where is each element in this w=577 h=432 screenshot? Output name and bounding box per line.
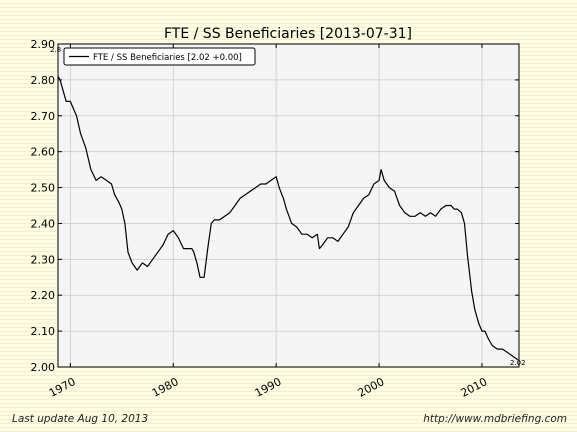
series-line (57, 75, 519, 361)
plot-area (58, 44, 519, 367)
y-tick-label: 2.60 (31, 146, 56, 159)
legend-label: FTE / SS Beneficiaries [2.02 +0.00] (93, 53, 242, 63)
x-tick-label: 1980 (150, 375, 181, 400)
x-tick-label: 1990 (253, 375, 284, 400)
y-tick-label: 2.70 (31, 110, 56, 123)
last-update-text: Last update Aug 10, 2013 (12, 413, 149, 425)
source-url-link[interactable]: http://www.mdbriefing.com (423, 413, 567, 425)
x-tick-label: 1970 (47, 375, 78, 400)
legend: FTE / SS Beneficiaries [2.02 +0.00] (63, 47, 256, 66)
y-axis: 2.00 2.10 2.20 2.30 2.40 2.50 2.60 2.70 2.80 2.90 (31, 38, 519, 374)
y-tick-label: 2.40 (31, 217, 56, 230)
legend-box (63, 47, 256, 66)
x-tick-label: 2010 (459, 375, 490, 400)
y-tick-label: 2.80 (31, 74, 56, 87)
end-value-annotation: 2.02 (510, 359, 526, 367)
y-tick-label: 2.30 (31, 253, 56, 266)
x-tick-label: 2000 (356, 375, 387, 400)
series-group (57, 75, 519, 361)
chart-title: FTE / SS Beneficiaries [2013-07-31] (164, 26, 412, 42)
y-tick-label: 2.10 (31, 325, 56, 338)
y-tick-label: 2.50 (31, 182, 56, 195)
plot-frame (57, 43, 520, 368)
y-tick-label: 2.00 (31, 361, 56, 374)
y-tick-label: 2.90 (31, 38, 56, 51)
y-tick-label: 2.20 (31, 289, 56, 302)
start-value-annotation: 2.8 (50, 46, 61, 54)
